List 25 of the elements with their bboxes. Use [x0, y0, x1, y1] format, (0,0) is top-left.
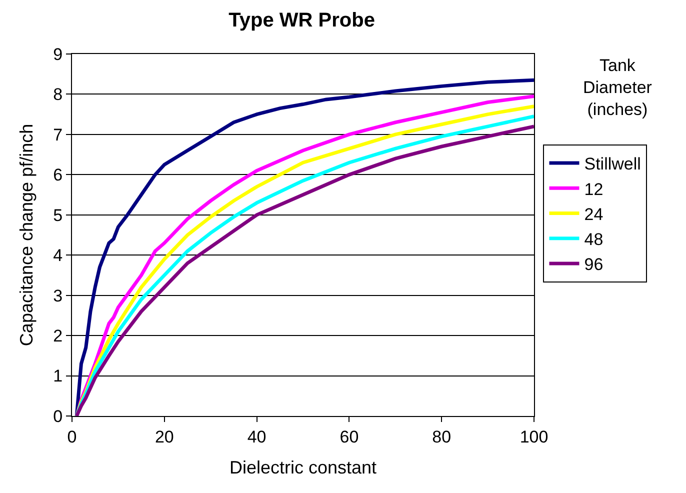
y-tick-label: 1: [53, 366, 63, 386]
y-tick-label: 0: [53, 406, 63, 426]
legend-label: 24: [584, 204, 604, 224]
y-tick-label: 3: [53, 286, 63, 306]
y-tick-label: 5: [53, 206, 63, 225]
y-tick-label: 4: [53, 246, 63, 266]
x-tick-label: 60: [340, 427, 359, 446]
y-tick-label: 2: [53, 326, 63, 346]
legend-label: 96: [584, 255, 604, 274]
x-tick-label: 20: [154, 427, 174, 446]
legend-label: 48: [584, 230, 604, 249]
y-tick-label: 7: [53, 125, 63, 144]
y-tick-label: 9: [53, 44, 63, 64]
y-tick-label: 8: [53, 85, 63, 104]
x-tick-label: 80: [432, 427, 452, 446]
legend-label: 12: [584, 180, 604, 199]
chart-title: Type WR Probe: [228, 9, 375, 32]
y-axis-title: Capacitance change pf/inch: [16, 124, 36, 346]
x-tick-label: 40: [247, 427, 266, 446]
x-tick-label: 0: [67, 427, 77, 446]
legend-label: Stillwell: [584, 154, 641, 174]
legend-title: Tank Diameter (inches): [583, 56, 652, 120]
x-tick-label: 100: [520, 427, 548, 446]
x-axis-title: Dielectric constant: [229, 458, 377, 478]
y-tick-label: 6: [53, 166, 63, 185]
